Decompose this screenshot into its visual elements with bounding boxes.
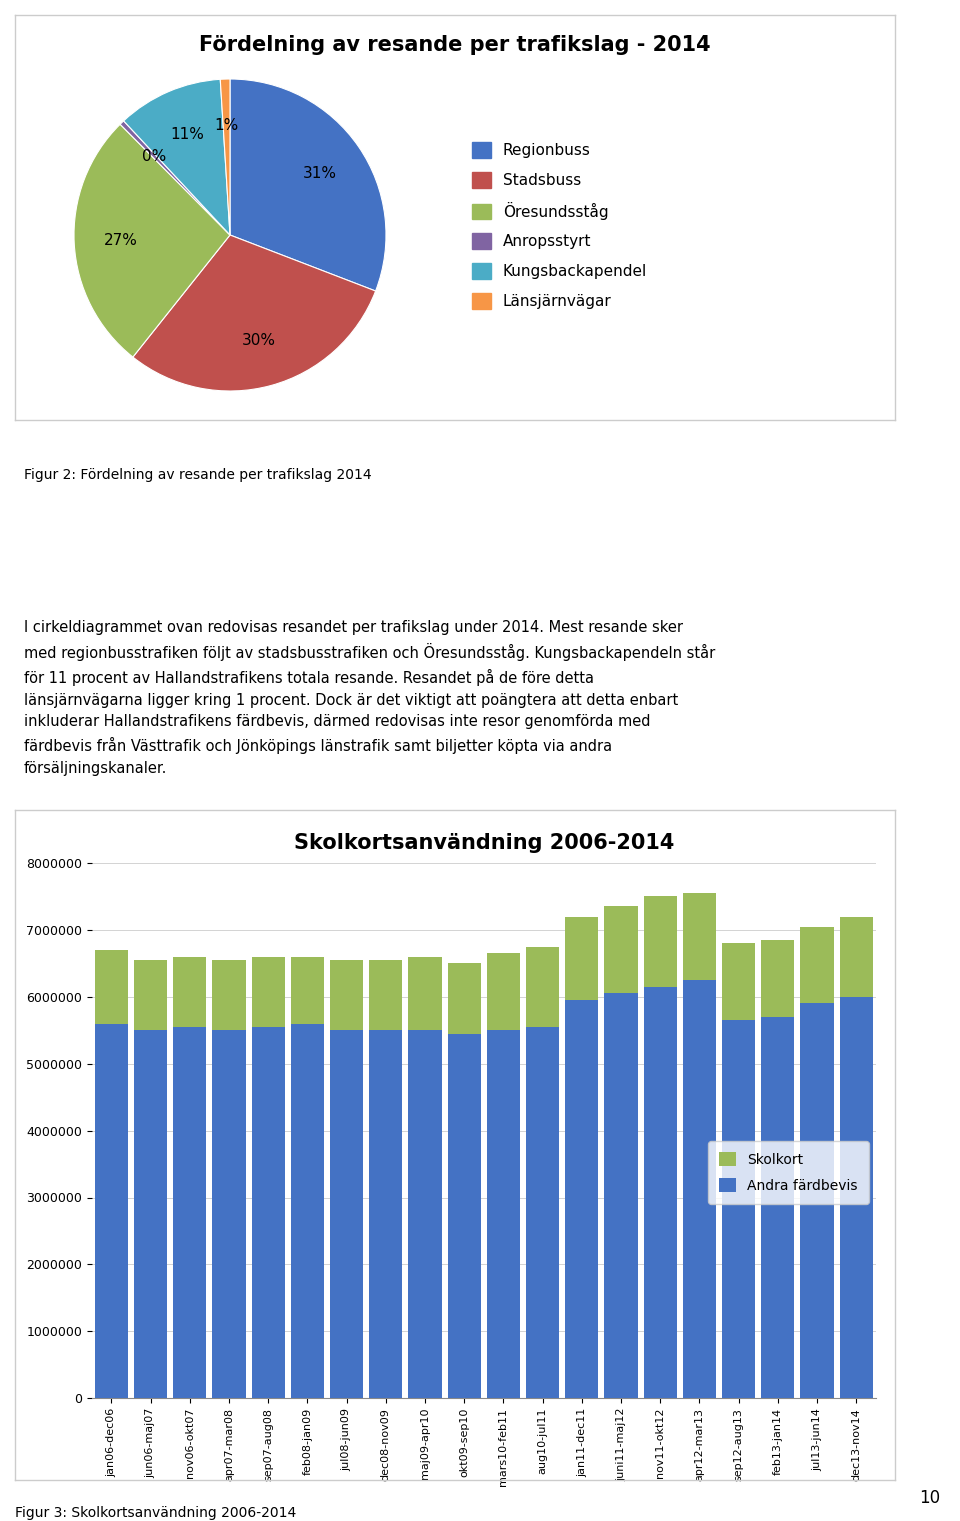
Bar bbox=[643, 896, 677, 987]
Text: 10: 10 bbox=[919, 1489, 940, 1507]
Bar bbox=[330, 1030, 363, 1398]
Bar bbox=[840, 996, 873, 1398]
Bar bbox=[605, 993, 637, 1398]
Wedge shape bbox=[124, 79, 230, 236]
Wedge shape bbox=[230, 79, 386, 291]
Bar bbox=[565, 1001, 598, 1398]
Bar bbox=[212, 1030, 246, 1398]
Text: Figur 3: Skolkortsanvändning 2006-2014: Figur 3: Skolkortsanvändning 2006-2014 bbox=[15, 1506, 297, 1519]
Bar bbox=[212, 960, 246, 1030]
Text: 11%: 11% bbox=[170, 128, 204, 141]
Bar bbox=[134, 960, 167, 1030]
Bar bbox=[801, 926, 833, 1004]
Bar bbox=[134, 1030, 167, 1398]
Bar bbox=[761, 1018, 795, 1398]
Text: 1%: 1% bbox=[214, 119, 239, 134]
Bar bbox=[565, 917, 598, 1001]
Text: Figur 2: Fördelning av resande per trafikslag 2014: Figur 2: Fördelning av resande per trafi… bbox=[24, 468, 372, 482]
Bar bbox=[252, 957, 285, 1027]
Wedge shape bbox=[132, 236, 375, 391]
Bar bbox=[447, 1034, 481, 1398]
Bar bbox=[173, 957, 206, 1027]
Title: Skolkortsanvändning 2006-2014: Skolkortsanvändning 2006-2014 bbox=[294, 834, 674, 853]
Bar bbox=[95, 951, 128, 1024]
Wedge shape bbox=[74, 125, 230, 357]
Bar bbox=[252, 1027, 285, 1398]
Wedge shape bbox=[220, 79, 230, 236]
Legend: Regionbuss, Stadsbuss, Öresundsståg, Anropsstyrt, Kungsbackapendel, Länsjärnväga: Regionbuss, Stadsbuss, Öresundsståg, Anr… bbox=[468, 137, 652, 313]
Bar bbox=[487, 1030, 520, 1398]
Bar bbox=[370, 1030, 402, 1398]
Bar bbox=[447, 963, 481, 1034]
Bar bbox=[840, 917, 873, 996]
Bar bbox=[487, 954, 520, 1030]
Bar bbox=[722, 943, 756, 1021]
Wedge shape bbox=[120, 120, 230, 236]
Bar bbox=[330, 960, 363, 1030]
Bar bbox=[722, 1021, 756, 1398]
Text: 31%: 31% bbox=[303, 166, 337, 181]
Bar bbox=[526, 946, 560, 1027]
Bar bbox=[683, 980, 716, 1398]
Bar bbox=[605, 907, 637, 993]
Bar bbox=[291, 1024, 324, 1398]
Text: 27%: 27% bbox=[104, 233, 138, 248]
Legend: Skolkort, Andra färdbevis: Skolkort, Andra färdbevis bbox=[708, 1141, 869, 1205]
Bar bbox=[801, 1004, 833, 1398]
Bar bbox=[370, 960, 402, 1030]
Bar bbox=[408, 957, 442, 1030]
Bar bbox=[408, 1030, 442, 1398]
Bar bbox=[683, 893, 716, 980]
Bar bbox=[761, 940, 795, 1018]
Text: 30%: 30% bbox=[242, 333, 276, 348]
Text: I cirkeldiagrammet ovan redovisas resandet per trafikslag under 2014. Mest resan: I cirkeldiagrammet ovan redovisas resand… bbox=[24, 621, 715, 776]
Bar bbox=[95, 1024, 128, 1398]
Bar bbox=[526, 1027, 560, 1398]
Bar bbox=[173, 1027, 206, 1398]
Bar bbox=[291, 957, 324, 1024]
Bar bbox=[643, 987, 677, 1398]
Text: 0%: 0% bbox=[142, 149, 166, 164]
Text: Fördelning av resande per trafikslag - 2014: Fördelning av resande per trafikslag - 2… bbox=[199, 35, 710, 55]
